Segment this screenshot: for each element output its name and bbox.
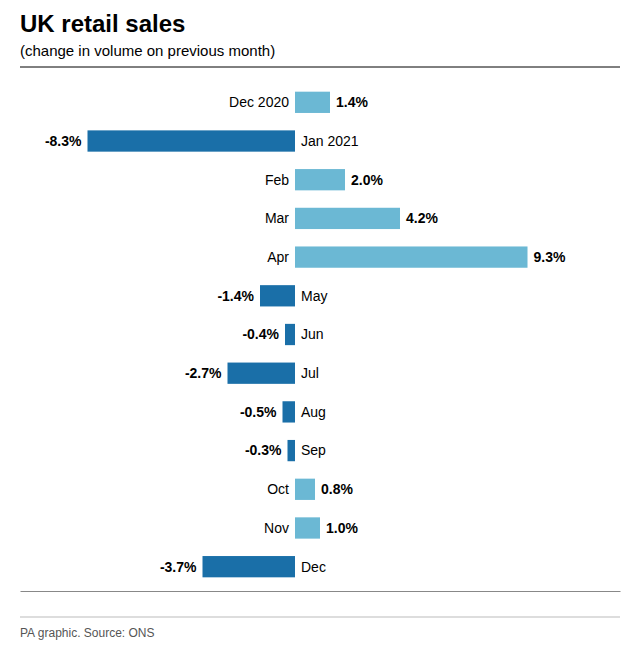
- source: PA graphic. Source: ONS: [20, 626, 155, 640]
- bars: [88, 92, 528, 578]
- bar: [295, 246, 528, 267]
- bar: [295, 517, 320, 538]
- bar: [295, 169, 345, 190]
- header-rule: [20, 67, 620, 68]
- bar: [283, 401, 296, 422]
- category-label: Sep: [301, 442, 326, 458]
- data-label: 0.8%: [321, 481, 353, 497]
- category-label: Dec: [301, 559, 326, 575]
- category-label: May: [301, 288, 327, 304]
- data-label: 2.0%: [351, 172, 383, 188]
- labels: 1.4% -8.3% 2.0% 4.2% 9.3% -1.4% -0.4% -2.7% -0.5…: [45, 94, 566, 574]
- bar: [295, 479, 315, 500]
- category-label: Mar: [265, 210, 289, 226]
- data-label: 4.2%: [406, 210, 438, 226]
- category-label: Jan 2021: [301, 133, 359, 149]
- bar: [203, 556, 296, 577]
- x-axis-line: [21, 591, 621, 592]
- chart-svg: UK retail sales (change in volume on prev…: [0, 0, 640, 647]
- x-axis: [21, 591, 621, 592]
- bar: [88, 130, 296, 151]
- footer-rule: [20, 617, 620, 618]
- data-label: 1.0%: [326, 520, 358, 536]
- data-label: -3.7%: [160, 559, 197, 575]
- bar: [285, 324, 295, 345]
- category-label: Apr: [267, 249, 289, 265]
- bar: [260, 285, 295, 306]
- bar: [228, 363, 296, 384]
- data-label: -0.3%: [245, 442, 282, 458]
- title: UK retail sales: [20, 10, 185, 37]
- category-label: Nov: [264, 520, 289, 536]
- subtitle: (change in volume on previous month): [20, 42, 275, 59]
- bar: [295, 92, 330, 113]
- data-label: -0.5%: [240, 404, 277, 420]
- category-label: Oct: [267, 481, 289, 497]
- category-label: Dec 2020: [229, 94, 289, 110]
- data-label: -1.4%: [217, 288, 254, 304]
- category-label: Aug: [301, 404, 326, 420]
- category-label: Jun: [301, 326, 324, 342]
- bar: [295, 208, 400, 229]
- chart-container: UK retail sales (change in volume on prev…: [0, 0, 640, 647]
- data-label: -0.4%: [242, 326, 279, 342]
- category-label: Feb: [265, 172, 289, 188]
- data-label: -8.3%: [45, 133, 82, 149]
- data-label: 1.4%: [336, 94, 368, 110]
- data-label: -2.7%: [185, 365, 222, 381]
- category-label: Jul: [301, 365, 319, 381]
- bar: [288, 440, 296, 461]
- data-label: 9.3%: [534, 249, 566, 265]
